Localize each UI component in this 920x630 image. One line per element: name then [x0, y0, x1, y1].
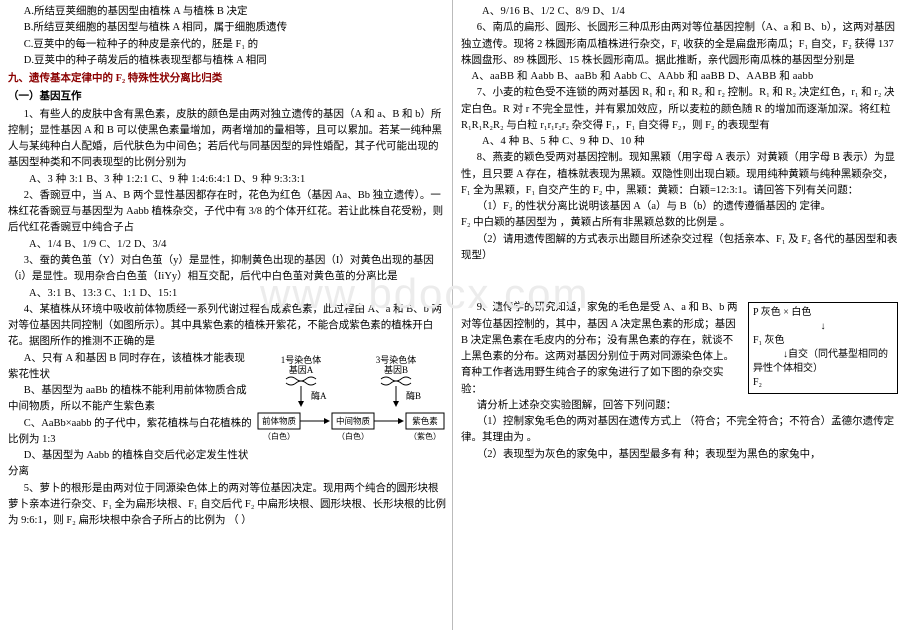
q3: 3、蚕的黄色茧（Y）对白色茧（y）是显性，抑制黄色出现的基因（I）对黄色出现的基… [8, 253, 446, 286]
line-a: A.所结豆荚细胞的基因型由植株 A 与植株 B 决定 [8, 4, 446, 20]
q8-2: F₂ 中白颖的基因型为 ，黄颖占所有非黑颖总数的比例是 。 [461, 215, 898, 231]
q4-d: D、基因型为 Aabb 的植株自交后代必定发生性状分离 [8, 448, 446, 481]
side-arrow1: ↓ [753, 320, 893, 334]
q9-2: （2）表现型为灰色的家兔中，基因型最多有 种；表现型为黑色的家兔中， [461, 447, 898, 463]
line-b: B.所结豆荚细胞的基因型与植株 A 相同，属于细胞质遗传 [8, 20, 446, 36]
q8: 8、燕麦的颖色受两对基因控制。现知黑颖（用字母 A 表示）对黄颖（用字母 B 表… [461, 150, 898, 199]
q1: 1、有些人的皮肤中含有黑色素，皮肤的颜色是由两对独立遗传的基因（A 和 a、B … [8, 107, 446, 172]
svg-text:酶B: 酶B [406, 390, 421, 401]
line-c: C.豆荚中的每一粒种子的种皮是亲代的，胚是 F₁ 的 [8, 37, 446, 53]
gene-pathway-figure: 1号染色体 基因A 3号染色体 基因B 酶A 酶B 前体物质 （白色） [256, 353, 446, 448]
svg-text:基因B: 基因B [384, 364, 408, 375]
right-column: A、9/16 B、1/2 C、8/9 D、1/4 6、南瓜的扁形、圆形、长圆形三… [452, 0, 904, 630]
svg-text:中间物质: 中间物质 [336, 416, 371, 426]
svg-text:1号染色体: 1号染色体 [281, 354, 322, 365]
q6-options: A、aaBB 和 Aabb B、aaBb 和 Aabb C、AAbb 和 aaB… [461, 69, 898, 85]
q1-options: A、3 种 3:1 B、3 种 1:2:1 C、9 种 1:4:6:4:1 D、… [8, 172, 446, 188]
left-column: A.所结豆荚细胞的基因型由植株 A 与植株 B 决定 B.所结豆荚细胞的基因型与… [0, 0, 452, 630]
svg-text:紫色素: 紫色素 [412, 416, 438, 426]
page: A.所结豆荚细胞的基因型由植株 A 与植株 B 决定 B.所结豆荚细胞的基因型与… [0, 0, 920, 630]
q9-1: （1）控制家兔毛色的两对基因在遗传方式上 （符合；不完全符合；不符合）孟德尔遗传… [461, 414, 898, 447]
side-f2: F₂ [753, 376, 893, 390]
q5-options: A、9/16 B、1/2 C、8/9 D、1/4 [461, 4, 898, 20]
q8-1: （1）F₂ 的性状分离比说明该基因 A（a）与 B（b）的遗传遵循基因的 定律。 [461, 199, 898, 215]
svg-text:（白色）: （白色） [337, 431, 369, 441]
q8-3: （2）请用遗传图解的方式表示出题目所述杂交过程（包括亲本、F₁ 及 F₂ 各代的… [461, 232, 898, 265]
svg-text:（白色）: （白色） [263, 431, 295, 441]
q7: 7、小麦的粒色受不连锁的两对基因 R₁ 和 r₁ 和 R₂ 和 r₂ 控制。R₁… [461, 85, 898, 134]
q6: 6、南瓜的扁形、圆形、长圆形三种瓜形由两对等位基因控制（A、a 和 B、b），这… [461, 20, 898, 69]
svg-text:（紫色）: （紫色） [409, 431, 441, 441]
q9b: 请分析上述杂交实验图解，回答下列问题： [461, 398, 898, 414]
svg-text:酶A: 酶A [311, 390, 327, 401]
q7-options: A、4 种 B、5 种 C、9 种 D、10 种 [461, 134, 898, 150]
subsection-1: （一）基因互作 [8, 89, 446, 105]
q2-options: A、1/4 B、1/9 C、1/2 D、3/4 [8, 237, 446, 253]
cross-diagram-box: P 灰色 × 白色 ↓ F₁ 灰色 ↓自交（同代基型相同的异性个体相交） F₂ [748, 302, 898, 394]
section-9-title: 九、遗传基本定律中的 F₂ 特殊性状分离比归类 [8, 71, 446, 87]
q5: 5、萝卜的根形是由两对位于同源染色体上的两对等位基因决定。现用两个纯合的圆形块根… [8, 481, 446, 530]
side-f1: F₁ 灰色 [753, 334, 893, 348]
line-d: D.豆荚中的种子萌发后的植株表现型都与植株 A 相同 [8, 53, 446, 69]
side-arrow2: ↓自交（同代基型相同的异性个体相交） [753, 348, 893, 376]
svg-text:基因A: 基因A [289, 364, 314, 375]
side-p: P 灰色 × 白色 [753, 306, 893, 320]
svg-text:3号染色体: 3号染色体 [376, 354, 417, 365]
q2: 2、香豌豆中，当 A、B 两个显性基因都存在时，花色为红色（基因 Aa、Bb 独… [8, 188, 446, 237]
q3-options: A、3:1 B、13:3 C、1:1 D、15:1 [8, 286, 446, 302]
svg-text:前体物质: 前体物质 [262, 416, 297, 426]
q4: 4、某植株从环境中吸收前体物质经一系列代谢过程合成紫色素，此过程由 A、a 和 … [8, 302, 446, 351]
